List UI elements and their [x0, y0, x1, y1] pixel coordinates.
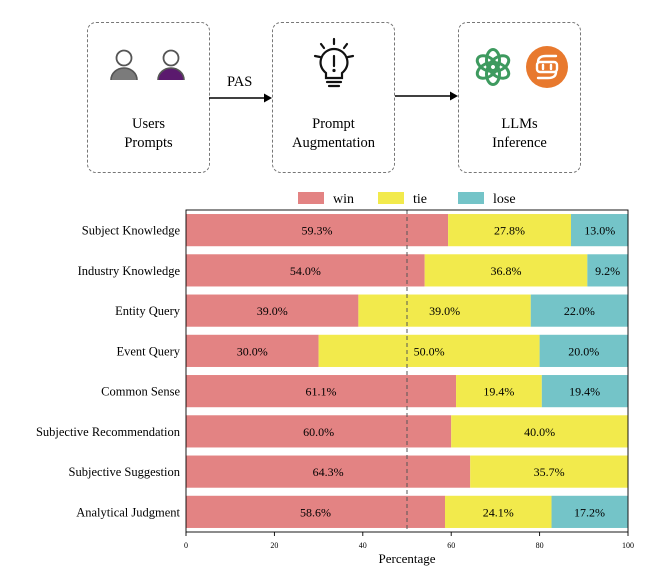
bar-lose	[551, 495, 628, 528]
bar-tie	[451, 415, 628, 448]
bar-tie	[470, 455, 628, 488]
legend-swatch-lose	[458, 192, 484, 204]
prompt-augmentation-box: Prompt Augmentation	[272, 22, 395, 173]
x-tick-label: 100	[622, 541, 634, 550]
bar-lose	[539, 334, 628, 367]
claude-logo	[526, 46, 568, 88]
llms-inference-box: LLMs Inference	[458, 22, 581, 173]
pas-arrow-label: PAS	[227, 74, 253, 90]
category-label: Industry Knowledge	[78, 264, 181, 278]
data-label-tie: 50.0%	[414, 344, 445, 358]
arrow-users-to-prompt	[209, 93, 272, 103]
arrow-prompt-to-llms	[395, 91, 458, 101]
bar-tie	[445, 495, 552, 528]
data-label-lose: 9.2%	[595, 264, 620, 278]
data-label-win: 60.0%	[303, 425, 334, 439]
bar-win	[186, 334, 319, 367]
x-tick-label: 80	[536, 541, 544, 550]
x-tick-label: 0	[184, 541, 188, 550]
bar-lose	[530, 294, 628, 327]
prompt-box-line1: Prompt	[312, 116, 355, 132]
data-label-win: 61.1%	[306, 385, 337, 399]
bar-win	[186, 455, 471, 488]
data-label-lose: 22.0%	[564, 304, 595, 318]
data-label-tie: 19.4%	[483, 385, 514, 399]
x-tick-label: 40	[359, 541, 367, 550]
category-label: Entity Query	[115, 304, 181, 318]
legend-label-tie: tie	[413, 192, 427, 207]
category-label: Event Query	[116, 344, 180, 358]
data-label-win: 59.3%	[302, 224, 333, 238]
legend-label-win: win	[333, 192, 354, 207]
users-box-line1: Users	[131, 116, 166, 132]
data-label-lose: 13.0%	[584, 224, 615, 238]
category-label: Subjective Suggestion	[69, 465, 181, 479]
bar-lose	[570, 214, 629, 247]
data-label-tie: 27.8%	[494, 224, 525, 238]
plot-frame	[185, 209, 629, 533]
category-label: Common Sense	[101, 385, 180, 399]
bar-tie	[448, 214, 571, 247]
bar-tie	[358, 294, 531, 327]
bar-tie	[424, 254, 588, 287]
category-label: Subject Knowledge	[82, 224, 181, 238]
x-tick-label: 60	[447, 541, 455, 550]
legend-swatch-win	[298, 192, 324, 204]
lightbulb-icon	[313, 37, 355, 88]
llm-box-line1: LLMs	[501, 116, 538, 132]
openai-logo	[475, 48, 511, 86]
data-label-win: 39.0%	[257, 304, 288, 318]
prompt-box-line2: Augmentation	[292, 135, 375, 151]
data-label-lose: 20.0%	[568, 344, 599, 358]
legend-swatch-tie	[378, 192, 404, 204]
users-box-line2: Prompts	[124, 135, 173, 151]
bar-tie	[318, 334, 540, 367]
data-label-tie: 39.0%	[429, 304, 460, 318]
category-label: Analytical Judgment	[76, 505, 180, 519]
data-label-tie: 24.1%	[483, 505, 514, 519]
stacked-bar-chart: win tie lose 59.3% 27.8% 13.0% Subject Knowled…	[36, 192, 634, 566]
users-prompts-box: Users Prompts	[87, 22, 210, 173]
llm-box-line2: Inference	[492, 135, 547, 151]
legend-label-lose: lose	[493, 192, 516, 207]
bar-win	[186, 294, 359, 327]
bar-lose	[541, 375, 628, 408]
data-label-tie: 36.8%	[491, 264, 522, 278]
person-icon	[110, 49, 138, 81]
person-icon	[157, 49, 185, 81]
data-label-win: 54.0%	[290, 264, 321, 278]
bar-tie	[456, 375, 542, 408]
data-label-win: 58.6%	[300, 505, 331, 519]
data-label-win: 64.3%	[313, 465, 344, 479]
data-label-win: 30.0%	[237, 344, 268, 358]
data-label-tie: 40.0%	[524, 425, 555, 439]
bar-win	[186, 495, 446, 528]
data-label-lose: 17.2%	[574, 505, 605, 519]
category-label: Subjective Recommendation	[36, 425, 181, 439]
bar-win	[186, 375, 457, 408]
x-axis-label: Percentage	[378, 551, 435, 566]
data-label-lose: 19.4%	[569, 385, 600, 399]
x-tick-label: 20	[270, 541, 278, 550]
data-label-tie: 35.7%	[534, 465, 565, 479]
bar-win	[186, 214, 449, 247]
bar-lose	[587, 254, 628, 287]
bar-win	[186, 254, 425, 287]
